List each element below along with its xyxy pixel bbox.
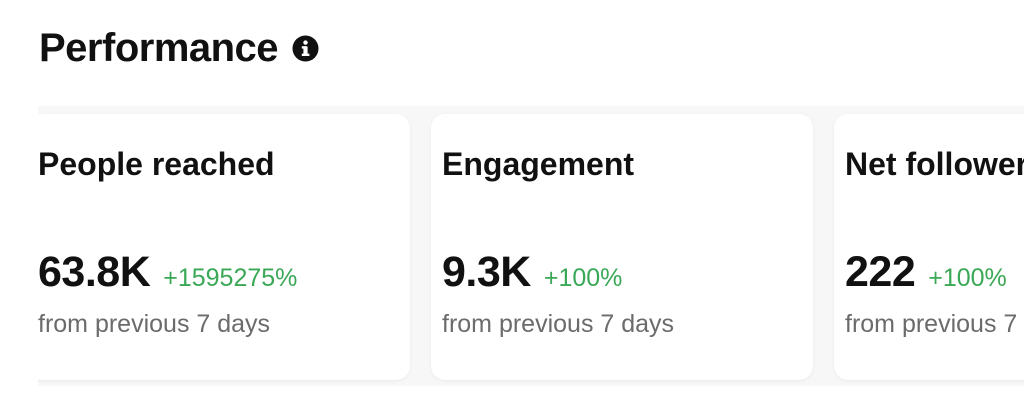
metric-value: 63.8K [38,248,151,296]
performance-header: Performance [39,22,319,74]
metric-value: 9.3K [442,248,531,296]
metric-comparison-label: from previous 7 days [38,310,271,338]
metric-cards-carousel[interactable]: People reached 63.8K +1595275% from prev… [38,106,1024,386]
metric-cards-row: People reached 63.8K +1595275% from prev… [38,114,1024,380]
page-title: Performance [39,26,279,70]
metric-comparison-label: from previous 7 days [845,310,1024,338]
metric-change: +100% [928,264,1007,292]
metric-comparison-label: from previous 7 days [442,310,675,338]
card-title: People reached [38,146,275,182]
card-value-row: 9.3K +100% [442,248,622,297]
metric-card-people-reached[interactable]: People reached 63.8K +1595275% from prev… [38,114,410,380]
info-icon[interactable] [292,35,319,62]
metric-card-engagement[interactable]: Engagement 9.3K +100% from previous 7 da… [431,114,813,380]
card-title: Engagement [442,146,635,182]
metric-card-net-followers[interactable]: Net followers 222 +100% from previous 7 … [834,114,1024,380]
card-title: Net followers [845,146,1024,182]
card-value-row: 222 +100% [845,248,1007,297]
card-value-row: 63.8K +1595275% [38,248,297,297]
metric-change: +1595275% [163,264,298,292]
metric-change: +100% [543,264,623,292]
metric-value: 222 [845,248,916,296]
